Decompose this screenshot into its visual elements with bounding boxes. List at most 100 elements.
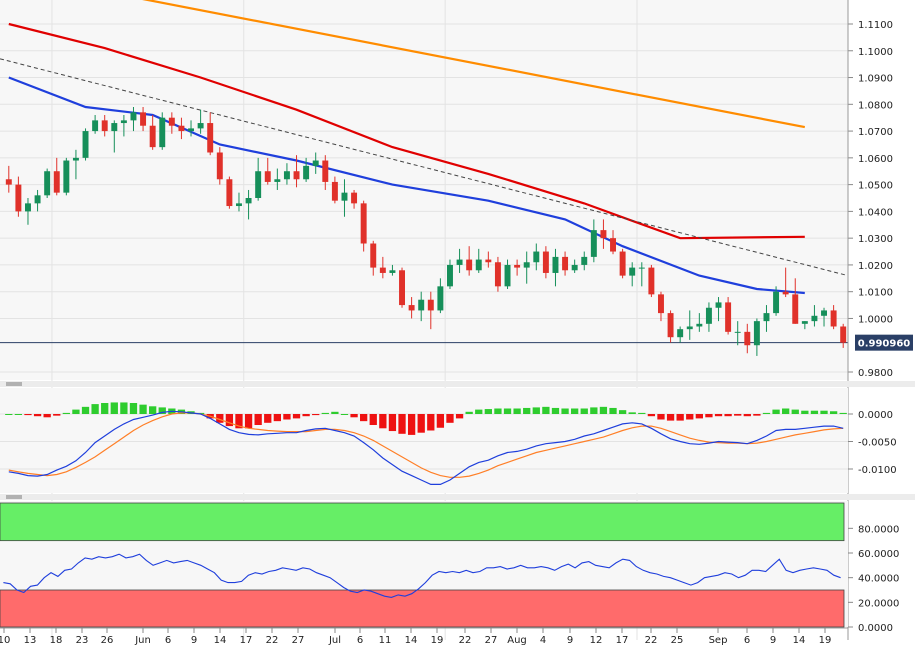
macd-histogram-bar [292,414,301,419]
x-tick-label-21: 9 [567,635,573,646]
macd-histogram-bar [427,414,435,431]
macd-histogram-bar [120,402,128,414]
candle-body [245,198,252,204]
candle-body [715,302,722,308]
macd-histogram-bar [81,406,90,414]
price-tick-label-5: 1.0600 [858,154,893,165]
x-tick-label-10: 22 [266,635,279,646]
candle-body [379,267,386,273]
candle-body [744,331,751,346]
candle-body [341,192,348,201]
x-tick-label-16: 19 [431,635,444,646]
candle-body [475,259,482,271]
x-tick-label-17: 22 [459,635,472,646]
candle-body [370,243,377,268]
macd-histogram-bar [820,410,828,414]
candle-body [303,165,310,180]
macd-tick-label-1: -0.0050 [858,438,897,449]
x-tick-label-24: 22 [645,635,658,646]
macd-histogram-bar [494,408,502,414]
macd-histogram-bar [417,414,425,433]
candle-body [63,160,70,193]
candle-body [236,203,242,207]
price-tick-label-12: 0.9800 [858,368,893,379]
candle-body [92,120,99,132]
macd-histogram-bar [743,414,751,417]
candle-body [130,112,137,121]
candle-body [322,160,329,182]
macd-histogram-bar [523,407,531,414]
x-tick-label-3: 23 [76,635,89,646]
price-tick-label-10: 1.0100 [858,288,893,299]
candle-body [523,262,530,268]
macd-histogram-bar [53,414,61,416]
x-tick-label-5: Jun [134,635,151,646]
macd-histogram-bar [5,414,13,415]
macd-histogram-bar [312,414,320,416]
candle-body [44,171,51,196]
x-tick-label-14: 11 [379,635,392,646]
macd-histogram-bar [455,414,464,419]
candle-body [120,120,127,124]
candle-body [753,321,760,346]
rsi-overbought-zone [0,502,845,542]
macd-histogram-bar [666,414,675,421]
macd-histogram-bar [350,414,358,418]
macd-histogram-bar [791,409,799,414]
candle-body [821,310,827,316]
candle-body [331,181,338,201]
macd-histogram-bar [734,414,742,416]
candle-body [773,291,780,314]
x-tick-label-0: 10 [0,635,10,646]
candle-body [562,256,569,271]
candle-body [149,125,156,148]
candle-body [427,299,434,311]
price-tick-label-4: 1.0700 [858,127,893,138]
candle-body [705,307,712,324]
macd-histogram-bar [283,414,291,420]
candle-body [178,125,185,132]
candle-body [168,117,175,126]
macd-histogram-bar [484,409,492,414]
macd-histogram-bar [91,404,99,414]
candle-body [792,294,799,324]
candle-body [159,117,166,148]
candle-body [571,264,578,271]
x-tick-label-27: 6 [744,635,750,646]
macd-main-line [8,410,844,485]
candle-body [581,256,588,265]
price-tick-label-11: 1.0000 [858,314,893,325]
x-tick-label-19: Aug [507,635,527,646]
candle-body [72,157,79,161]
macd-histogram-bar [590,407,598,414]
macd-histogram-bar [369,414,377,425]
candle-body [763,313,770,322]
x-tick-label-12: Jul [328,635,341,646]
macd-histogram-bar [647,414,656,417]
macd-histogram-bar [139,404,147,414]
candle-body [552,256,559,273]
x-tick-label-2: 18 [50,635,63,646]
candle-body [437,286,444,311]
candle-body [830,310,837,327]
macd-histogram-bar [331,411,339,414]
candle-body [207,123,214,153]
macd-histogram-bar [638,412,646,414]
candle-body [466,259,473,271]
current-price-label-box [855,334,913,351]
macd-histogram-bar [676,414,684,421]
macd-histogram-bar [110,402,118,414]
macd-histogram-bar [360,414,368,422]
macd-histogram-bar [225,414,234,427]
macd-histogram-bar [753,414,761,416]
candle-body [274,179,281,182]
macd-histogram-bar [244,414,253,429]
x-tick-label-7: 9 [191,635,197,646]
macd-histogram-bar [72,409,80,414]
macd-histogram-bar [254,414,262,425]
x-tick-label-4: 26 [101,635,114,646]
macd-histogram-bar [599,406,608,414]
candle-body [15,184,22,212]
x-tick-label-18: 27 [485,635,498,646]
candle-body [226,179,233,207]
